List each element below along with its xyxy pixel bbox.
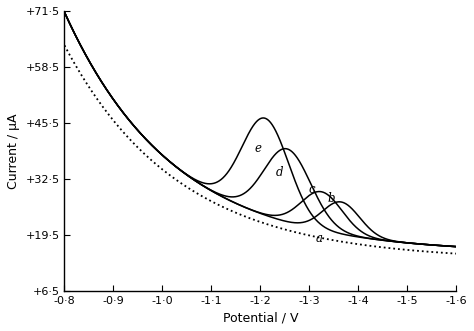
Text: a: a bbox=[316, 232, 323, 245]
Y-axis label: Current / μA: Current / μA bbox=[7, 113, 20, 189]
Text: d: d bbox=[276, 166, 284, 179]
Text: e: e bbox=[255, 142, 262, 155]
Text: b: b bbox=[328, 192, 335, 205]
Text: c: c bbox=[309, 183, 315, 196]
X-axis label: Potential / V: Potential / V bbox=[223, 311, 298, 324]
